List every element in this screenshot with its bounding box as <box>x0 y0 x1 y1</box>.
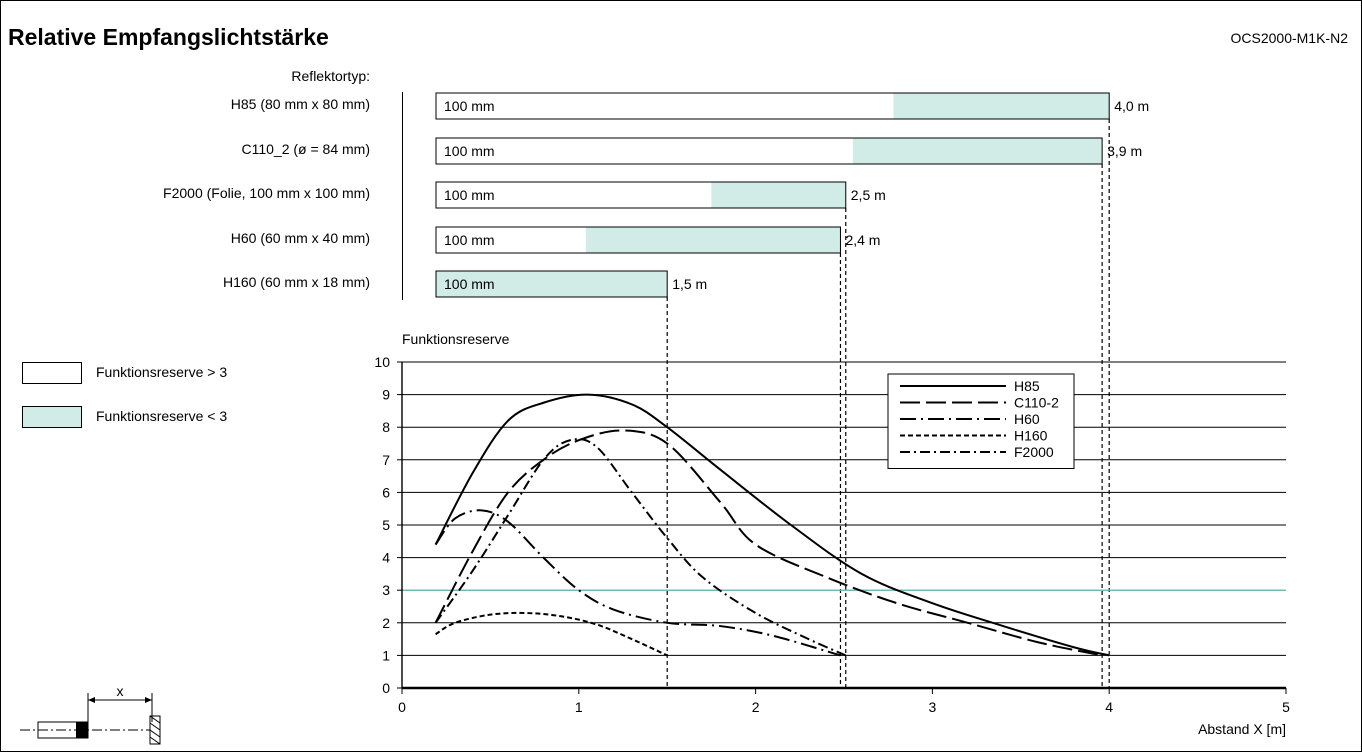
reflector-label-f2000: F2000 (Folie, 100 mm x 100 mm) <box>163 185 370 201</box>
y-tick-label: 9 <box>382 387 390 403</box>
legend-entry: H85 <box>1014 378 1040 394</box>
y-tick-label: 7 <box>382 452 390 468</box>
range-bar-end-label: 2,4 m <box>845 232 880 248</box>
range-bar-high <box>436 182 712 208</box>
range-bar-end-label: 4,0 m <box>1114 98 1149 114</box>
x-tick-label: 4 <box>1105 699 1113 715</box>
distance-arrow-left <box>88 697 95 703</box>
range-bar-start-label: 100 mm <box>444 187 495 203</box>
range-bar-outline <box>435 92 1110 120</box>
legend-box-reserve-low <box>22 406 82 428</box>
reflector-label-c110: C110_2 (ø = 84 mm) <box>241 141 370 157</box>
range-bar-end-label: 1,5 m <box>672 276 707 292</box>
y-tick-label: 5 <box>382 517 390 533</box>
series-line-c110-2 <box>434 429 1103 657</box>
range-bar-end-label: 3,9 m <box>1107 143 1142 159</box>
distance-arrow-right <box>145 697 152 703</box>
range-bar-end-label: 2,5 m <box>851 187 886 203</box>
y-tick-label: 3 <box>382 582 390 598</box>
legend-entry: H160 <box>1014 428 1048 444</box>
y-tick-label: 2 <box>382 615 390 631</box>
distance-label: x <box>117 683 124 699</box>
reflector-hatch <box>149 715 161 745</box>
range-bar-low <box>711 182 846 208</box>
range-bar-outline <box>435 226 841 254</box>
y-tick-label: 10 <box>374 354 390 370</box>
reflector-label-h85: H85 (80 mm x 80 mm) <box>230 96 370 112</box>
range-bar-outline <box>435 137 1103 165</box>
range-bar-low <box>585 227 841 253</box>
x-tick-label: 0 <box>398 699 406 715</box>
range-bar-low <box>436 271 668 297</box>
y-tick-label: 1 <box>382 647 390 663</box>
series-line-h160 <box>435 611 668 657</box>
x-tick-label: 5 <box>1282 699 1290 715</box>
y-tick-label: 6 <box>382 484 390 500</box>
model-label: OCS2000-M1K-N2 <box>1230 30 1349 46</box>
legend-label-reserve-low: Funktionsreserve < 3 <box>96 408 228 424</box>
x-tick-label: 2 <box>752 699 760 715</box>
range-bar-high <box>436 93 894 119</box>
reflector-type-header: Reflektortyp: <box>291 68 370 84</box>
series-line-h85 <box>434 393 1110 657</box>
x-tick-label: 1 <box>575 699 583 715</box>
series-line-h60 <box>434 509 841 657</box>
y-tick-label: 0 <box>382 680 390 696</box>
x-axis-label: Abstand X [m] <box>1198 721 1286 737</box>
reflector-separator <box>402 92 403 300</box>
y-tick-label: 8 <box>382 419 390 435</box>
range-bar-start-label: 100 mm <box>444 143 495 159</box>
range-bar-high <box>436 138 853 164</box>
legend-entry: F2000 <box>1014 444 1054 460</box>
reflector-label-h60: H60 (60 mm x 40 mm) <box>230 230 370 246</box>
range-bar-start-label: 100 mm <box>444 98 495 114</box>
x-tick-label: 3 <box>929 699 937 715</box>
range-bar-start-label: 100 mm <box>444 232 495 248</box>
range-bar-start-label: 100 mm <box>444 276 495 292</box>
range-bar-outline <box>435 181 847 209</box>
y-axis-label: Funktionsreserve <box>402 331 510 347</box>
reflector-label-h160: H160 (60 mm x 18 mm) <box>222 274 370 290</box>
range-bar-outline <box>435 270 668 298</box>
legend-box-reserve-high <box>22 362 82 384</box>
legend-label-reserve-high: Funktionsreserve > 3 <box>96 364 228 380</box>
y-tick-label: 4 <box>382 550 390 566</box>
range-bar-low <box>852 138 1103 164</box>
range-bar-high <box>436 227 586 253</box>
series-line-f2000 <box>434 438 847 657</box>
legend-entry: C110-2 <box>1014 395 1059 411</box>
page-title: Relative Empfangslichtstärke <box>8 24 329 50</box>
range-bar-low <box>893 93 1110 119</box>
legend-entry: H60 <box>1014 411 1040 427</box>
